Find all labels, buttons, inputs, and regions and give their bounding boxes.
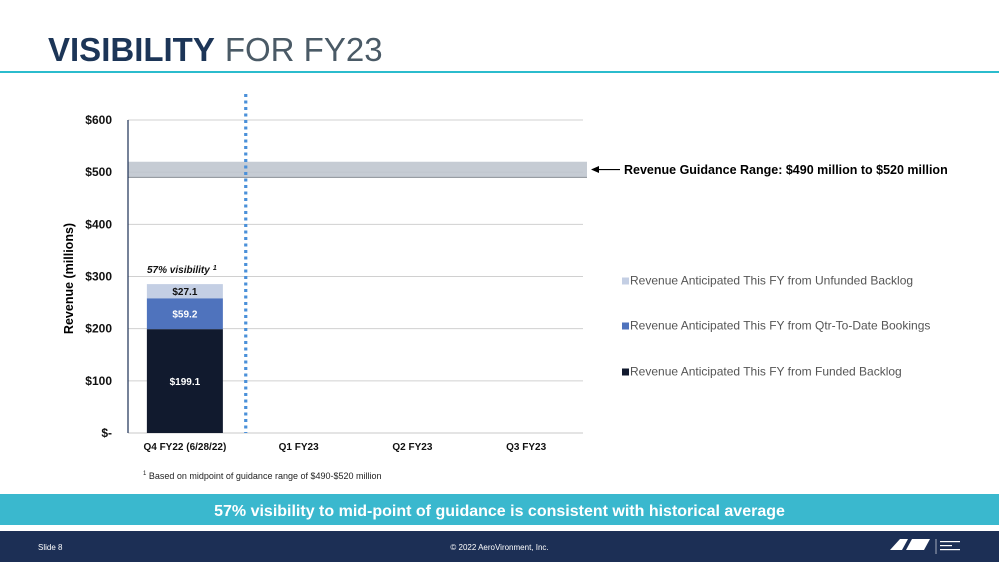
legend-label: Revenue Anticipated This FY from Unfunde… — [630, 274, 913, 288]
aerovironment-logo — [890, 539, 960, 554]
footnote-marker: 1 — [143, 471, 147, 477]
legend-label: Revenue Anticipated This FY from Funded … — [630, 365, 902, 379]
data-label: $59.2 — [172, 310, 197, 321]
data-label: $199.1 — [170, 377, 201, 388]
guidance-arrow-head — [591, 166, 599, 174]
title-light: FOR FY23 — [224, 31, 383, 68]
takeaway-banner: 57% visibility to mid-point of guidance … — [0, 494, 999, 525]
x-tick-label: Q1 FY23 — [279, 442, 319, 453]
guidance-label: Revenue Guidance Range: $490 million to … — [624, 163, 948, 177]
y-tick-label: $600 — [85, 113, 112, 127]
footnote: 1 Based on midpoint of guidance range of… — [143, 471, 382, 481]
data-label: $27.1 — [172, 287, 197, 298]
legend-swatch — [622, 277, 629, 285]
title-underline — [0, 71, 999, 73]
bar-segment — [146, 329, 223, 433]
bar-segment — [146, 298, 223, 330]
revenue-chart: $- $100 $200 $300 $400 $500 $600 Revenue Guidan… — [62, 94, 948, 453]
annotation-superscript: 1 — [213, 265, 217, 272]
page-title: VISIBILITY FOR FY23 — [48, 30, 383, 70]
x-tick-label: Q4 FY22 (6/28/22) — [143, 442, 226, 453]
legend-swatch — [622, 368, 629, 376]
slide-number: Slide 8 — [38, 543, 63, 552]
y-axis-title: Revenue (millions) — [62, 223, 76, 334]
y-tick-label: $400 — [85, 217, 112, 231]
visibility-annotation: 57% visibility 1 — [147, 265, 217, 276]
title-bold: VISIBILITY — [48, 31, 215, 68]
legend-swatch — [622, 322, 629, 330]
x-tick-label: Q3 FY23 — [506, 442, 546, 453]
footer-bar: Slide 8 © 2022 AeroVironment, Inc. — [0, 531, 999, 562]
footnote-text: Based on midpoint of guidance range of $… — [148, 471, 382, 481]
y-tick-label: $200 — [85, 322, 112, 336]
copyright: © 2022 AeroVironment, Inc. — [450, 543, 549, 552]
guidance-band — [128, 161, 587, 178]
bar-segment — [146, 284, 223, 299]
y-tick-label: $500 — [85, 165, 112, 179]
y-tick-label: $300 — [85, 270, 112, 284]
y-tick-label: $100 — [85, 374, 112, 388]
x-tick-label: Q2 FY23 — [392, 442, 432, 453]
y-tick-label: $- — [101, 426, 112, 440]
legend-label: Revenue Anticipated This FY from Qtr-To-… — [630, 319, 930, 333]
